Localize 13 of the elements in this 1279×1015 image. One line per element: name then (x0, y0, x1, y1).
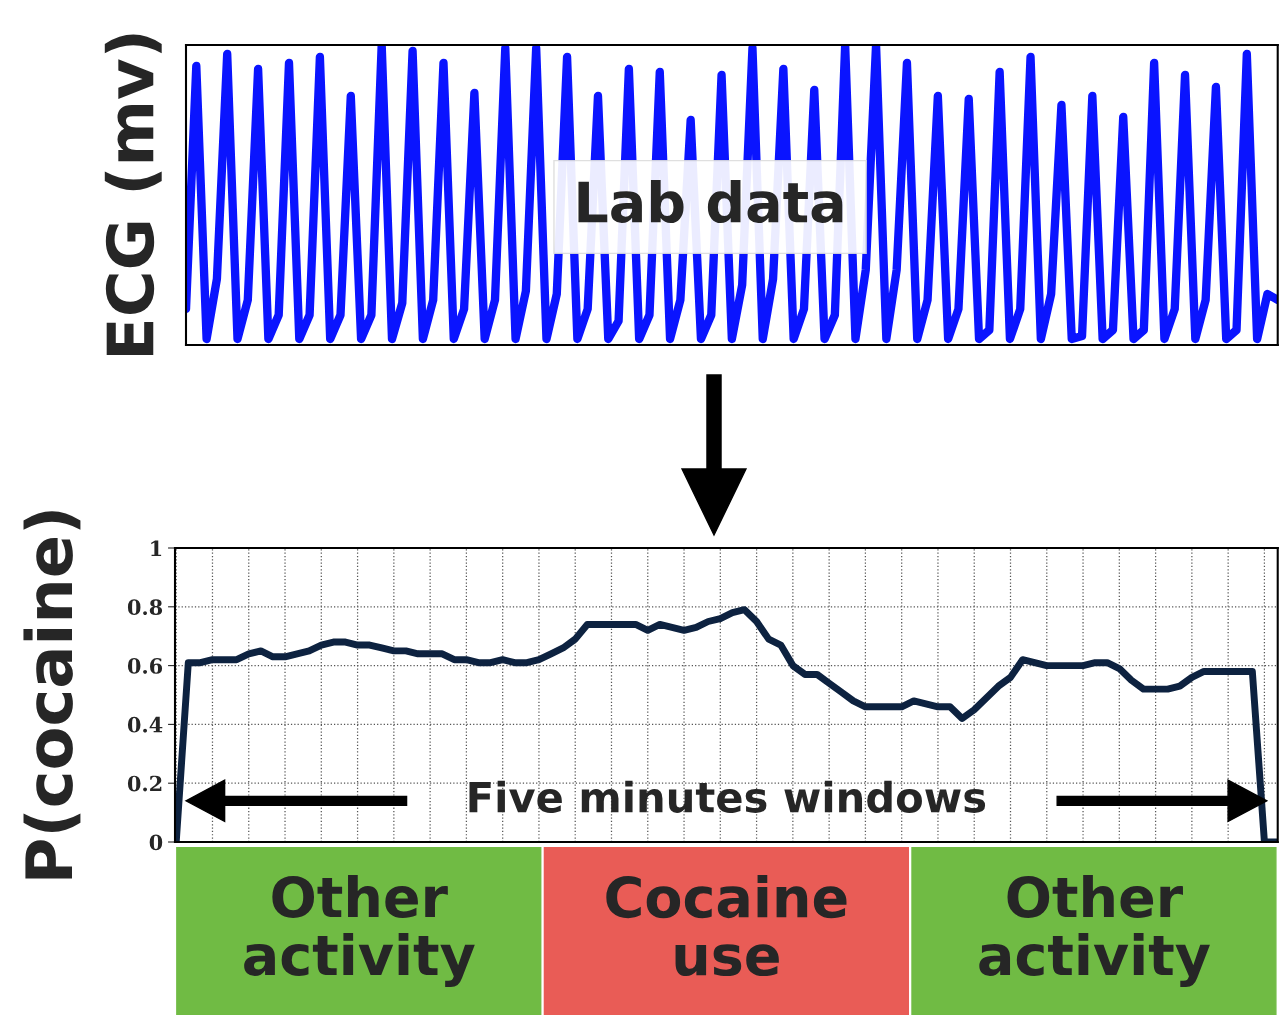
annotation: Lab data (578, 180, 843, 224)
category-label: Cocaine use (606, 875, 847, 977)
annotation: Five minutes windows (469, 780, 986, 813)
category-label: Other activity (244, 874, 475, 988)
y-tick-label: 0.6 (127, 658, 163, 674)
y-axis-title: ECG (mv) (104, 34, 162, 356)
y-tick-label: 0.2 (127, 775, 162, 792)
y-tick-label: 0.4 (127, 716, 163, 733)
y-tick-label: 0.8 (127, 599, 163, 616)
y-axis-title: P(cocaine) (23, 511, 81, 879)
category-label: Other activity (979, 874, 1210, 988)
y-tick-label: 0 (149, 834, 163, 851)
y-tick-label: 1 (151, 540, 162, 556)
